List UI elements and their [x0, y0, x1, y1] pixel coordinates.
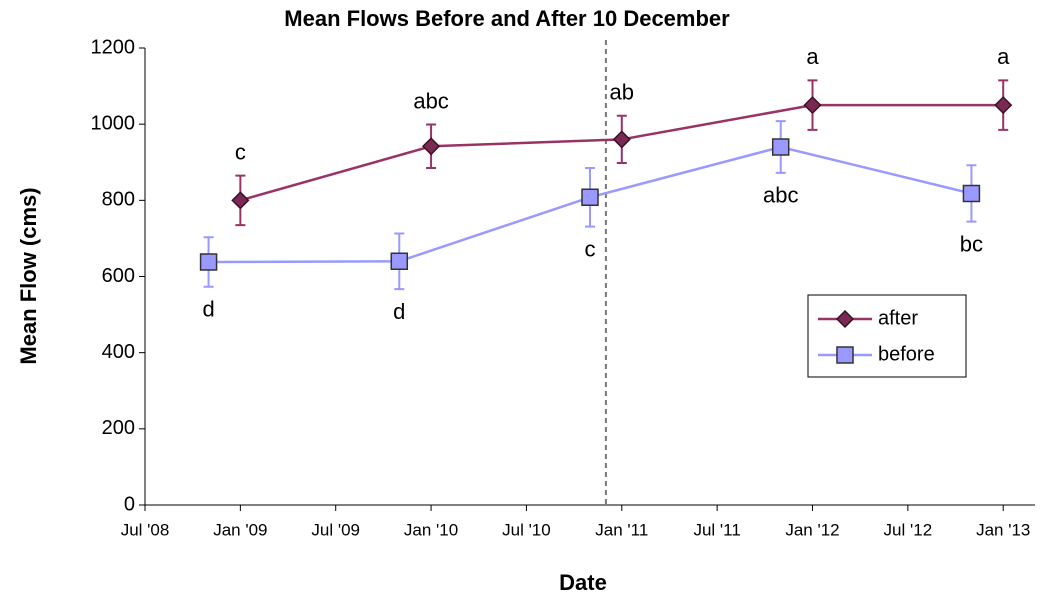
marker — [581, 188, 599, 207]
y-tick-label: 200 — [102, 417, 135, 439]
x-tick-label: Jan '12 — [785, 520, 839, 539]
x-tick-label: Jul '12 — [884, 520, 933, 539]
x-tick-label: Jul '11 — [693, 520, 740, 539]
significance-letter: bc — [960, 231, 983, 256]
x-axis-label: Date — [559, 570, 607, 595]
significance-letter: a — [997, 44, 1010, 69]
significance-letter: c — [235, 139, 246, 164]
x-tick-label: Jul '08 — [121, 520, 170, 539]
marker — [199, 253, 218, 271]
x-tick-label: Jan '13 — [976, 520, 1030, 539]
chart-title: Mean Flows Before and After 10 December — [284, 6, 730, 31]
x-tick-label: Jul '09 — [311, 520, 360, 539]
significance-letter: c — [585, 236, 596, 261]
marker — [803, 96, 822, 115]
x-tick-label: Jan '09 — [213, 520, 267, 539]
x-tick-label: Jul '10 — [502, 520, 551, 539]
significance-letter: a — [806, 44, 819, 69]
legend-label: after — [878, 307, 918, 329]
x-tick-label: Jan '10 — [404, 520, 458, 539]
y-tick-label: 800 — [102, 189, 135, 211]
significance-letter: d — [393, 299, 405, 324]
y-tick-label: 400 — [102, 341, 135, 363]
y-tick-label: 600 — [102, 265, 135, 287]
marker — [612, 130, 631, 149]
marker — [422, 137, 441, 156]
legend-box — [807, 294, 967, 378]
marker — [835, 309, 855, 329]
significance-letter: abc — [413, 88, 448, 113]
significance-letter: d — [202, 297, 214, 322]
marker — [771, 138, 790, 156]
legend-label: before — [878, 343, 935, 365]
marker — [962, 184, 981, 203]
marker — [994, 96, 1013, 115]
y-tick-label: 1200 — [91, 36, 136, 58]
y-tick-label: 0 — [124, 493, 135, 515]
marker — [836, 346, 854, 364]
marker — [390, 252, 409, 271]
x-tick-label: Jan '11 — [595, 520, 648, 539]
marker — [231, 191, 250, 210]
significance-letter: abc — [763, 183, 798, 208]
y-axis-label: Mean Flow (cms) — [16, 187, 41, 364]
significance-letter: ab — [610, 80, 634, 105]
y-tick-label: 1000 — [91, 112, 136, 134]
